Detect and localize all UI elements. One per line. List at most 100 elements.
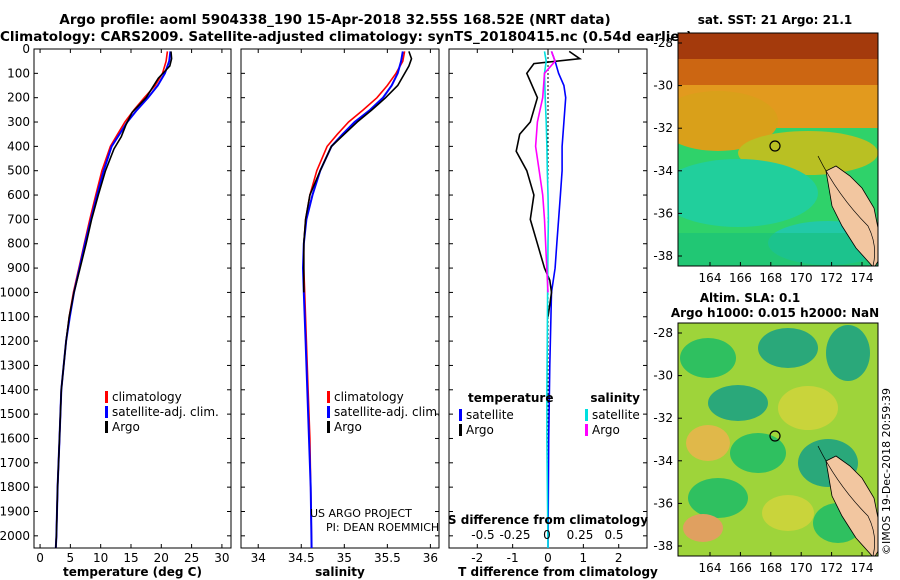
panel-frame (33, 48, 232, 549)
series-line-salinity-satellite (543, 51, 550, 549)
s-tick-label: 0.5 (604, 528, 623, 542)
y-tick-label: 1800 (0, 480, 30, 494)
panel-difference: -2 -1 0 1 2T difference from climatology temp… (448, 48, 658, 579)
credit-line: PI: DEAN ROEMMICH (326, 521, 439, 534)
legend-label: Argo (112, 420, 140, 434)
s-tick-label: 0.25 (567, 528, 594, 542)
x-tick-label: 10 (93, 551, 108, 565)
map-sla: -28 -30 -32 -34 -36 -38 164 166 168 170 172 174 (653, 322, 879, 575)
map-x-tick-label: 170 (790, 561, 813, 575)
series-line-argo (302, 51, 413, 293)
y-tick-label: 1000 (0, 285, 30, 299)
x-tick-label: 35.5 (374, 551, 401, 565)
legend-label: Argo (334, 420, 362, 434)
legend-swatch (105, 406, 108, 418)
map-y-tick-label: -32 (653, 411, 673, 425)
x-tick-label: -1 (507, 551, 519, 565)
legend-swatch (585, 409, 588, 421)
legend-swatch (327, 406, 330, 418)
sst-map-title: sat. SST: 21 Argo: 21.1 (698, 13, 852, 27)
y-tick-label: 1900 (0, 504, 30, 518)
x-tick-label: 25 (184, 551, 199, 565)
y-tick-label: 200 (7, 91, 30, 105)
reef-contour (817, 445, 875, 556)
y-tick-label: 400 (7, 139, 30, 153)
y-tick-label: 300 (7, 115, 30, 129)
sst-hot-band (678, 33, 878, 59)
y-tick-label: 1200 (0, 334, 30, 348)
map-x-tick-label: 168 (759, 561, 782, 575)
legend-swatch (459, 424, 462, 436)
x-tick-label: 34 (251, 551, 266, 565)
x-tick-label: 0 (544, 551, 552, 565)
map-x-tick-label: 174 (851, 561, 874, 575)
map-y-tick-label: -36 (653, 496, 673, 510)
y-tick-label: 800 (7, 237, 30, 251)
legend-label: Argo (466, 423, 494, 437)
map-y-tick-label: -30 (653, 369, 673, 383)
x-axis-label: temperature (deg C) (63, 565, 202, 579)
x-tick-label: 0 (36, 551, 44, 565)
series-line-argo (55, 51, 173, 549)
sst-patch (678, 159, 818, 227)
legend-label: satellite-adj. clim. (334, 405, 441, 419)
map-x-tick-label: 164 (699, 271, 722, 285)
x-tick-label: 2 (615, 551, 623, 565)
sla-blob (688, 478, 748, 518)
map-y-tick-label: -28 (653, 326, 673, 340)
sla-blob (680, 338, 736, 378)
sla-blob (686, 425, 730, 461)
sla-map-subtitle: Argo h1000: 0.015 h2000: NaN (671, 306, 879, 320)
sst-patch (678, 91, 778, 151)
s-tick-label: -0.5 (471, 528, 494, 542)
map-x-tick-label: 164 (699, 561, 722, 575)
map-sst: -28 -30 -32 -34 -36 -38 164 166 168 170 172 174 (653, 32, 879, 285)
map-y-tick-label: -30 (653, 79, 673, 93)
sla-blob (730, 433, 786, 473)
sla-map-title: Altim. SLA: 0.1 (700, 291, 801, 305)
legend-title-salinity: salinity (590, 391, 640, 405)
profile-location-marker (769, 430, 781, 442)
series-line-temperature-satellite (547, 51, 567, 549)
legend-title-temperature: temperature (468, 391, 553, 405)
y-tick-label: 700 (7, 212, 30, 226)
x-tick-label: -2 (471, 551, 483, 565)
y-tick-label: 500 (7, 164, 30, 178)
sla-blob (778, 386, 838, 430)
sla-blob (758, 328, 818, 368)
credit-line: US ARGO PROJECT (310, 507, 412, 520)
profile-location-marker (769, 140, 781, 152)
y-tick-label: 2000 (0, 529, 30, 543)
map-y-tick-label: -32 (653, 121, 673, 135)
map-field (678, 323, 878, 556)
map-field (678, 33, 878, 266)
map-x-tick-label: 166 (729, 561, 752, 575)
panel-salinity: 34 34.5 35 35.5 36 salinity climatologysatelli… (240, 48, 441, 579)
sla-blob (762, 495, 814, 531)
legend-label: satellite-adj. clim. (112, 405, 219, 419)
x-tick-label: 15 (123, 551, 138, 565)
x-tick-label: 20 (154, 551, 169, 565)
legend-label: climatology (334, 390, 404, 404)
y-tick-label: 1500 (0, 407, 30, 421)
y-tick-label: 600 (7, 188, 30, 202)
reef-contour (817, 155, 875, 266)
legend-label: satellite (592, 408, 640, 422)
x-tick-label: 34.5 (288, 551, 315, 565)
map-frame (677, 32, 879, 267)
map-y-tick-label: -34 (653, 164, 673, 178)
series-line-temperature-argo (515, 50, 583, 317)
s-tick-label: -0.25 (499, 528, 530, 542)
salinity-axis-label: S difference from climatology (448, 513, 648, 527)
y-tick-label: 1600 (0, 431, 30, 445)
x-tick-label: 35 (337, 551, 352, 565)
legend-label: climatology (112, 390, 182, 404)
sla-blob (683, 514, 723, 542)
legend-label: satellite (466, 408, 514, 422)
map-y-tick-label: -28 (653, 36, 673, 50)
y-tick-label: 1400 (0, 383, 30, 397)
map-x-tick-label: 166 (729, 271, 752, 285)
y-tick-label: 0 (22, 42, 30, 56)
legend-swatch (585, 424, 588, 436)
